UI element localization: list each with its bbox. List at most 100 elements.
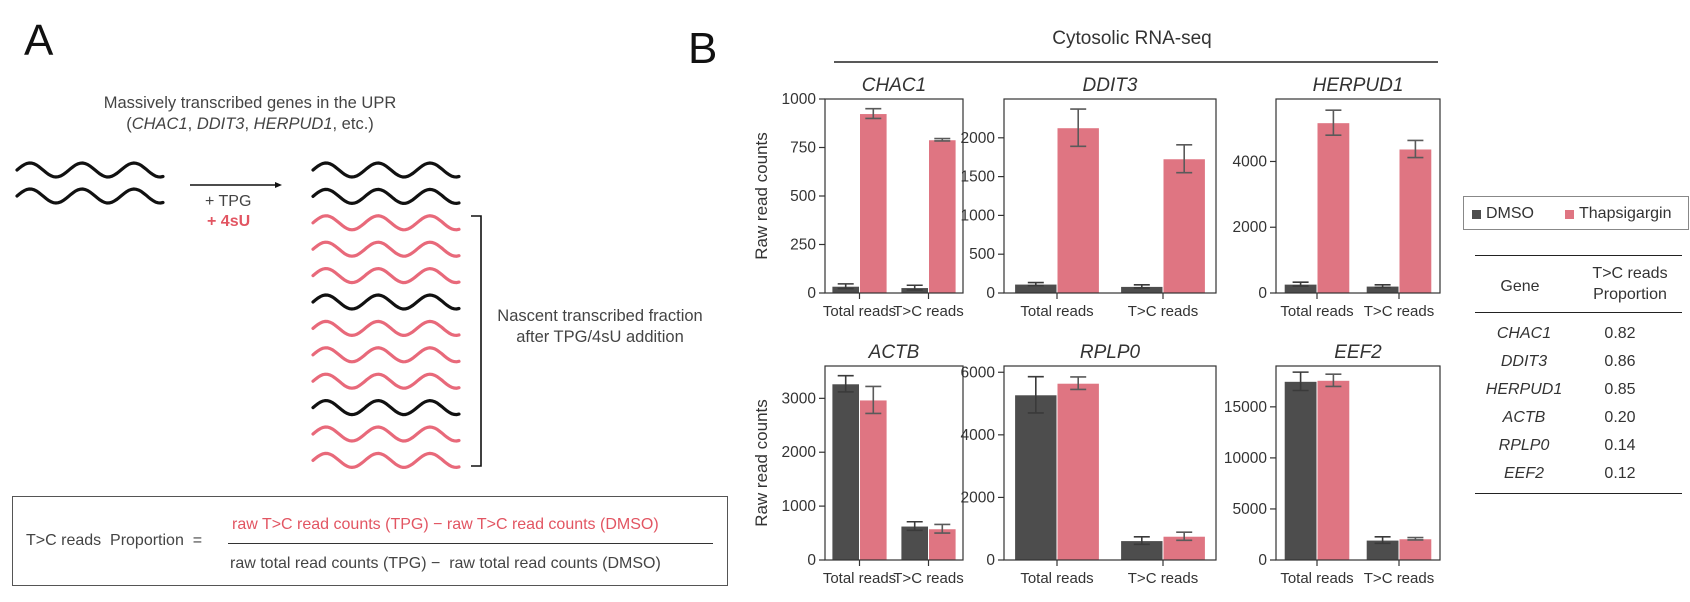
rna-strand-nascent (311, 346, 461, 364)
rna-strand-nascent (311, 319, 461, 338)
x-tick-label: Total reads (1020, 570, 1093, 587)
chart-title: DDIT3 (1083, 75, 1138, 96)
y-tick-label: 250 (790, 237, 816, 254)
legend-label-thapsigargin: Thapsigargin (1579, 205, 1672, 222)
y-tick-label: 1500 (961, 169, 996, 186)
panel-a-letter: A (24, 16, 54, 65)
y-axis-label: Raw read counts (752, 399, 771, 527)
4su-label: + 4sU (207, 213, 251, 230)
gene-name: CHAC1 (131, 115, 188, 133)
table-cell-gene: RPLP0 (1498, 437, 1550, 454)
table-header-value-line2: Proportion (1593, 286, 1667, 303)
table-cell-value: 0.12 (1604, 465, 1636, 482)
table-bottom-rule (1475, 493, 1682, 494)
panel-a-description-line1: Massively transcribed genes in the UPR (103, 94, 397, 112)
x-tick-label: T>C reads (893, 303, 963, 320)
bar-dmso-total (1014, 394, 1058, 561)
y-tick-label: 4000 (961, 427, 996, 444)
bar-thapsigargin-tc (928, 528, 957, 561)
table-cell-gene: CHAC1 (1496, 325, 1552, 342)
x-tick-label: T>C reads (893, 570, 963, 587)
chart-frame (1275, 365, 1441, 561)
table-header-rule (1475, 312, 1682, 313)
legend-swatch-thapsigargin (1565, 210, 1574, 219)
rna-strand-old (15, 161, 165, 179)
panel-b-letter: B (688, 24, 718, 73)
bar-thapsigargin-tc (928, 139, 957, 294)
nascent-label-line1: Nascent transcribed fraction (497, 307, 703, 325)
y-tick-label: 0 (1258, 285, 1267, 302)
y-tick-label: 6000 (961, 364, 996, 381)
chart-frame (1275, 98, 1441, 294)
rna-strand-nascent (311, 214, 461, 232)
x-tick-label: Total reads (823, 570, 896, 587)
bar-thapsigargin-total (1316, 379, 1351, 561)
bar-charts: Cytosolic RNA-seq CHAC1 0 250 500 750 1000 Raw… (752, 28, 1441, 587)
rna-strand-nascent (311, 266, 461, 285)
y-tick-label: 750 (790, 140, 816, 157)
rna-strand-old (15, 187, 165, 205)
bar-thapsigargin-total (1056, 127, 1100, 294)
y-tick-label: 2000 (1233, 219, 1268, 236)
y-tick-label: 10000 (1224, 450, 1267, 467)
legend-swatch-dmso (1472, 210, 1481, 219)
x-tick-label: Total reads (823, 303, 896, 320)
nascent-label-line2: after TPG/4sU addition (516, 328, 684, 346)
y-tick-label: 0 (986, 552, 995, 569)
rna-strand-nascent (311, 240, 461, 258)
legend: DMSO Thapsigargin (1463, 196, 1689, 230)
rna-strand-old (311, 187, 461, 206)
chart-ddit3: DDIT3 0 500 1000 1500 2000 Total reads T>C read… (961, 75, 1217, 320)
legend-label-dmso: DMSO (1486, 205, 1534, 222)
gene-name: HERPUD1 (253, 115, 333, 133)
x-tick-label: T>C reads (1364, 303, 1434, 320)
table-cell-gene: ACTB (1502, 409, 1546, 426)
table-header-value-line1: T>C reads (1592, 265, 1668, 282)
x-tick-label: Total reads (1280, 570, 1353, 587)
x-tick-label: Total reads (1020, 303, 1093, 320)
chart-frame (824, 365, 964, 561)
table-cell-value: 0.86 (1604, 353, 1636, 370)
gene-name: DDIT3 (196, 115, 245, 133)
table-cell-gene: DDIT3 (1500, 353, 1548, 370)
chart-title: RPLP0 (1080, 342, 1141, 363)
y-tick-label: 1000 (782, 498, 817, 515)
bar-thapsigargin-tc (1398, 538, 1433, 561)
y-tick-label: 2000 (961, 130, 996, 147)
rna-strand-nascent (311, 451, 461, 470)
x-tick-label: T>C reads (1364, 570, 1434, 587)
panel-a-description: Massively transcribed genes in the UPR (… (40, 93, 460, 135)
group-title: Cytosolic RNA-seq (1052, 28, 1211, 49)
chart-frame (1003, 98, 1217, 294)
formula-box (12, 496, 728, 586)
panel-a-diagram (15, 161, 482, 470)
y-tick-label: 4000 (1233, 153, 1268, 170)
table-header-gene: Gene (1500, 278, 1540, 295)
formula-numerator: raw T>C read counts (TPG) − raw T>C read… (232, 516, 659, 533)
y-tick-label: 15000 (1224, 399, 1267, 416)
chart-herpud1: HERPUD1 0 2000 4000 Total reads T>C reads (1233, 75, 1441, 320)
formula-lhs: T>C reads Proportion = (26, 532, 203, 549)
y-tick-label: 0 (807, 285, 816, 302)
chart-rplp0: RPLP0 0 2000 4000 6000 Total reads T>C reads (961, 342, 1217, 587)
bar-dmso-total (1283, 380, 1318, 561)
y-axis-label: Raw read counts (752, 132, 771, 260)
chart-title: EEF2 (1334, 342, 1382, 363)
formula-fraction-bar (228, 543, 713, 544)
table-cell-value: 0.85 (1604, 381, 1636, 398)
rna-strand-nascent (311, 372, 461, 390)
y-tick-label: 1000 (782, 91, 817, 108)
y-tick-label: 0 (986, 285, 995, 302)
table-top-rule (1475, 255, 1682, 256)
chart-eef2: EEF2 0 5000 10000 15000 Total reads T>C reads (1224, 342, 1441, 587)
table-cell-gene: HERPUD1 (1485, 381, 1563, 398)
rna-strand-nascent (311, 425, 461, 443)
bar-thapsigargin-tc (1398, 148, 1433, 294)
bar-thapsigargin-total (859, 399, 888, 561)
table-cell-gene: EEF2 (1503, 465, 1544, 482)
bar-thapsigargin-tc (1162, 158, 1206, 294)
y-tick-label: 2000 (782, 444, 817, 461)
y-tick-label: 0 (807, 552, 816, 569)
y-tick-label: 3000 (782, 390, 817, 407)
x-tick-label: T>C reads (1128, 303, 1198, 320)
